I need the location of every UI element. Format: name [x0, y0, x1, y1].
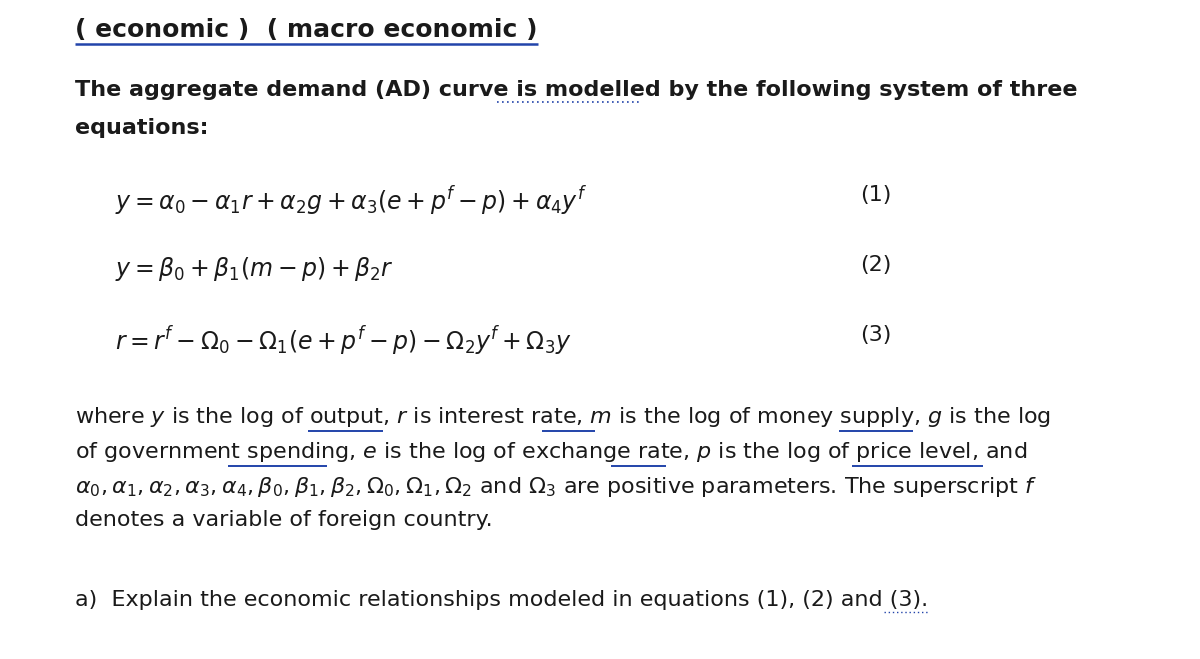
Text: (2): (2)	[860, 255, 892, 275]
Text: where $y$ is the log of output, $r$ is interest rate, $m$ is the log of money su: where $y$ is the log of output, $r$ is i…	[74, 405, 1051, 429]
Text: $\alpha_0, \alpha_1, \alpha_2, \alpha_3, \alpha_4, \beta_0, \beta_1, \beta_2, \O: $\alpha_0, \alpha_1, \alpha_2, \alpha_3,…	[74, 475, 1037, 499]
Text: $y = \alpha_0 - \alpha_1 r + \alpha_2 g + \alpha_3(e + p^f - p) + \alpha_4 y^f$: $y = \alpha_0 - \alpha_1 r + \alpha_2 g …	[115, 185, 587, 219]
Text: (3): (3)	[860, 325, 892, 345]
Text: (1): (1)	[860, 185, 892, 205]
Text: denotes a variable of foreign country.: denotes a variable of foreign country.	[74, 510, 493, 530]
Text: $r = r^f - \Omega_0 - \Omega_1(e + p^f - p) - \Omega_2 y^f + \Omega_3 y$: $r = r^f - \Omega_0 - \Omega_1(e + p^f -…	[115, 325, 571, 358]
Text: $y = \beta_0 + \beta_1(m - p) + \beta_2 r$: $y = \beta_0 + \beta_1(m - p) + \beta_2 …	[115, 255, 394, 283]
Text: ( economic )  ( macro economic ): ( economic ) ( macro economic )	[74, 18, 538, 42]
Text: equations:: equations:	[74, 118, 209, 138]
Text: a)  Explain the economic relationships modeled in equations (1), (2) and (3).: a) Explain the economic relationships mo…	[74, 590, 928, 610]
Text: of government spending, $e$ is the log of exchange rate, $p$ is the log of price: of government spending, $e$ is the log o…	[74, 440, 1027, 464]
Text: The aggregate demand (AD) curve is modelled by the following system of three: The aggregate demand (AD) curve is model…	[74, 80, 1078, 100]
